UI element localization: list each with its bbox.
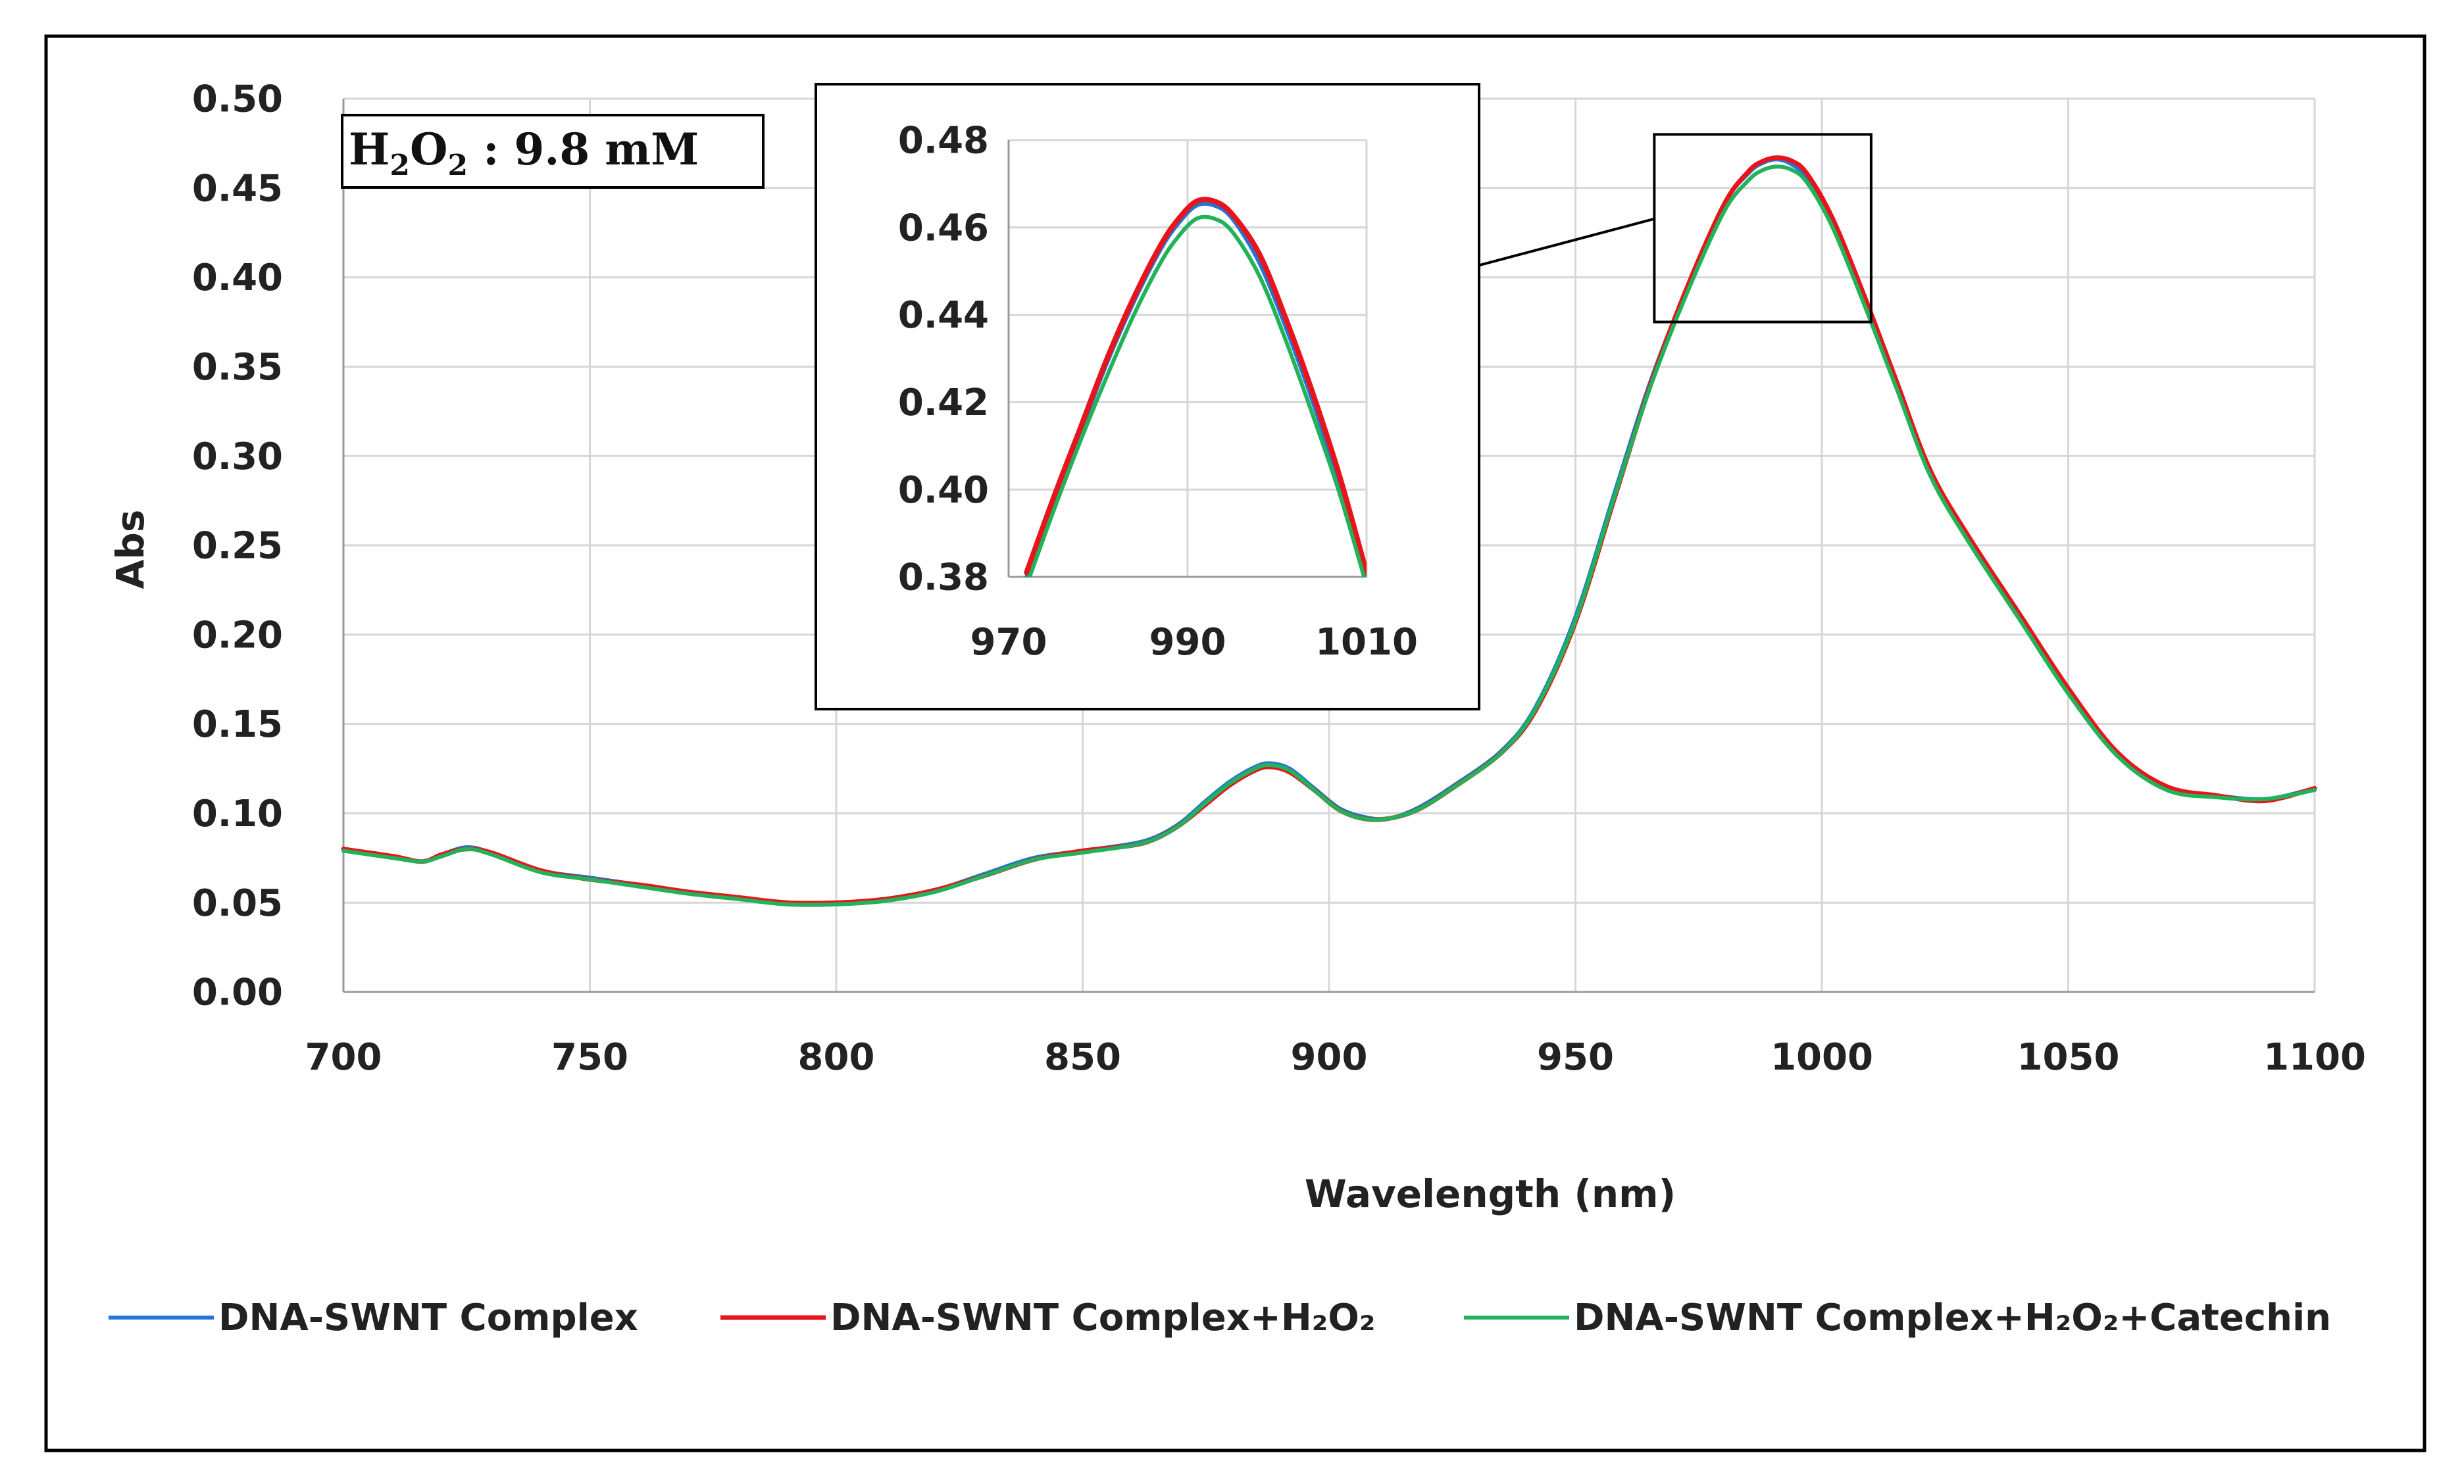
main-axes (342, 99, 2315, 993)
inset-series-line-2 (1027, 214, 1367, 577)
inset-y-tick-label: 0.38 (898, 556, 989, 599)
annotation-sub-1: 2 (390, 149, 410, 182)
legend-item-h2o2: DNA-SWNT Complex+H₂O₂ (720, 1297, 1375, 1339)
main-x-tick-label: 750 (551, 1036, 628, 1079)
inset-y-tick-label: 0.48 (898, 120, 989, 162)
annotation-box (341, 114, 765, 189)
annotation-sub-2: 2 (447, 149, 468, 182)
main-y-tick-label: 0.00 (192, 972, 283, 1014)
legend-label-catechin: DNA-SWNT Complex+H₂O₂+Catechin (1574, 1297, 2331, 1339)
main-x-tick-label: 800 (798, 1036, 875, 1079)
main-y-tick-label: 0.30 (192, 435, 283, 478)
main-y-tick-label: 0.25 (192, 525, 283, 568)
inset-series-lines (1024, 197, 1367, 577)
inset-axes (1007, 140, 1367, 578)
legend-item-complex: DNA-SWNT Complex (109, 1297, 638, 1339)
y-axis-label: Abs (108, 510, 153, 589)
legend-label-complex: DNA-SWNT Complex (218, 1297, 638, 1339)
main-series-lines (341, 155, 2317, 907)
inset-x-tick-label: 1010 (1315, 621, 1418, 664)
main-y-tick-labels: 0.00 0.05 0.10 0.15 0.20 0.25 0.30 0.35 0.40 0.45… (192, 78, 283, 1014)
main-y-tick-label: 0.35 (192, 346, 283, 389)
inset-series-line-1 (1024, 197, 1367, 576)
main-y-tick-label: 0.50 (192, 78, 283, 121)
main-x-tick-label: 1100 (2263, 1036, 2366, 1079)
legend-label-h2o2: DNA-SWNT Complex+H₂O₂ (830, 1297, 1375, 1339)
main-y-tick-label: 0.15 (192, 703, 283, 746)
annotation-rest: : 9.8 mM (468, 124, 699, 175)
inset-y-tick-label: 0.44 (898, 294, 989, 337)
main-x-tick-label: 1050 (2017, 1036, 2120, 1079)
annotation-h: H (349, 124, 390, 175)
inset-x-tick-labels: 970 990 1010 (970, 621, 1418, 664)
inset-x-tick-label: 970 (970, 621, 1047, 664)
zoom-region-box (1653, 133, 1873, 324)
main-x-tick-label: 1000 (1771, 1036, 1873, 1079)
inset-x-tick-label: 990 (1149, 621, 1226, 664)
main-y-tick-label: 0.10 (192, 793, 283, 835)
annotation-o: O (410, 124, 448, 175)
inset-y-tick-label: 0.46 (898, 207, 989, 249)
x-axis-label: Wavelength (nm) (1305, 1172, 1676, 1216)
legend-item-catechin: DNA-SWNT Complex+H₂O₂+Catechin (1464, 1297, 2331, 1339)
main-x-tick-label: 700 (305, 1036, 382, 1079)
inset-y-tick-labels: 0.38 0.40 0.42 0.44 0.46 0.48 (898, 120, 989, 599)
inset-y-tick-label: 0.42 (898, 382, 989, 424)
inset-frame (815, 83, 1480, 710)
main-x-tick-label: 850 (1044, 1036, 1121, 1079)
main-x-tick-labels: 700 750 800 850 900 950 1000 1050 1100 (305, 1036, 2366, 1079)
main-y-tick-label: 0.45 (192, 167, 283, 210)
main-x-tick-label: 900 (1291, 1036, 1368, 1079)
annotation-text: H2O2 : 9.8 mM (349, 124, 699, 182)
main-x-tick-label: 950 (1537, 1036, 1614, 1079)
legend: DNA-SWNT Complex DNA-SWNT Complex+H₂O₂ D… (109, 1297, 2331, 1339)
main-series-line-2 (341, 164, 2317, 907)
concentration-annotation: H2O2 : 9.8 mM (341, 114, 765, 189)
main-y-tick-label: 0.20 (192, 614, 283, 656)
main-y-tick-label: 0.40 (192, 257, 283, 299)
main-y-tick-label: 0.05 (192, 882, 283, 925)
inset-y-tick-label: 0.40 (898, 469, 989, 512)
